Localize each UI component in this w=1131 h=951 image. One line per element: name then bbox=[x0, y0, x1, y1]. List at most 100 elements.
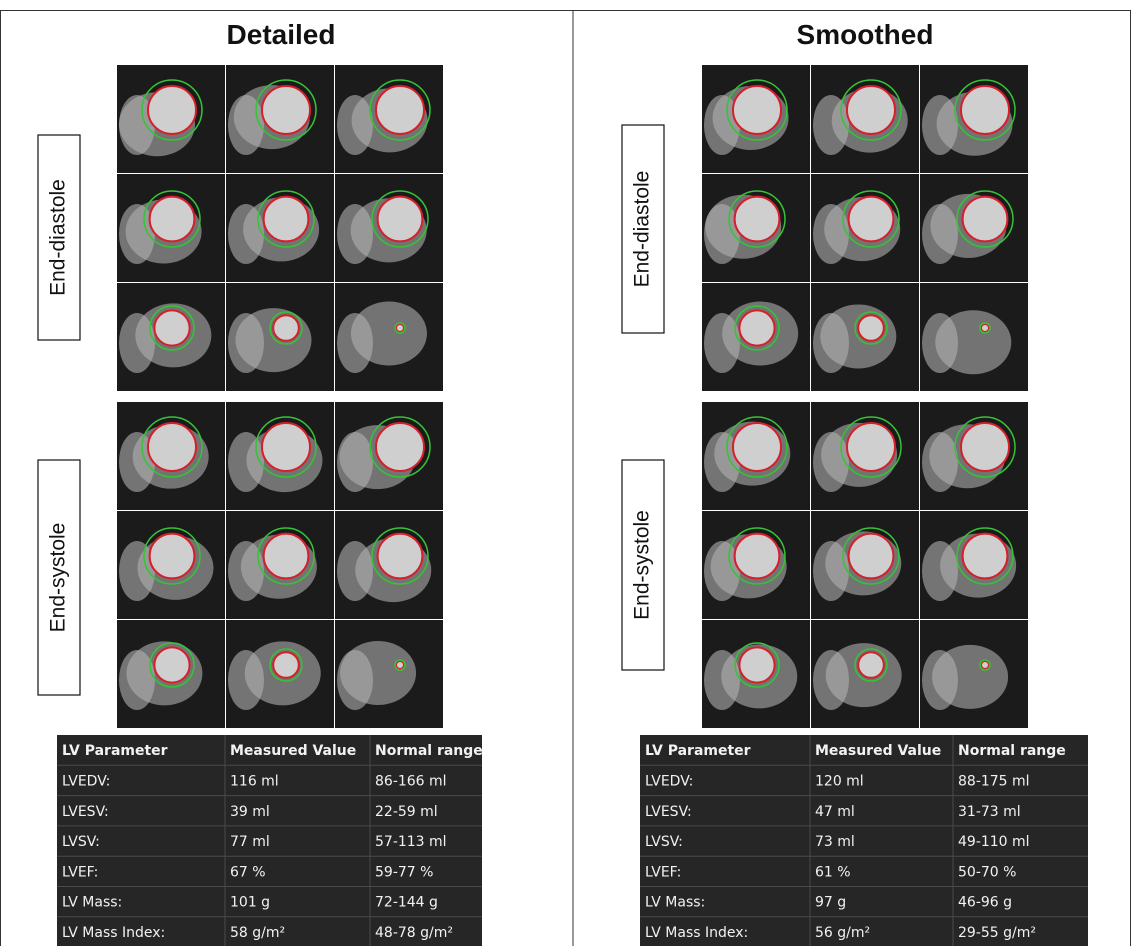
blood-pool bbox=[148, 86, 196, 134]
table-cell: LVEF: bbox=[62, 864, 98, 880]
blood-pool bbox=[733, 423, 781, 471]
epi-contour bbox=[842, 527, 900, 585]
epi-contour bbox=[728, 190, 786, 248]
table-header: Measured Value bbox=[230, 743, 356, 759]
mri-tissue bbox=[813, 650, 849, 710]
endo-contour bbox=[375, 422, 425, 472]
table-cell: 73 ml bbox=[815, 834, 855, 850]
table-header: Measured Value bbox=[815, 743, 941, 759]
endo-contour bbox=[395, 660, 405, 670]
table-cell: LVEDV: bbox=[62, 773, 110, 789]
epi-contour bbox=[726, 416, 788, 478]
epi-contour bbox=[141, 416, 203, 478]
blood-pool bbox=[858, 652, 884, 678]
table-cell: 57-113 ml bbox=[375, 834, 447, 850]
epi-contour bbox=[149, 305, 195, 351]
mri-tissue bbox=[704, 204, 740, 264]
mri-tissue bbox=[337, 541, 373, 601]
endo-contour bbox=[272, 651, 300, 679]
mri-tissue bbox=[922, 541, 958, 601]
mri-tissue bbox=[119, 204, 155, 264]
endo-contour bbox=[262, 532, 310, 580]
endo-contour bbox=[846, 422, 896, 472]
endo-contour bbox=[857, 651, 885, 679]
endo-contour bbox=[847, 195, 895, 243]
endo-contour bbox=[980, 323, 990, 333]
blood-pool bbox=[962, 196, 1008, 242]
blood-pool bbox=[263, 196, 309, 242]
endo-contour bbox=[261, 422, 311, 472]
table-cell: LVEF: bbox=[645, 864, 681, 880]
table-cell: 61 % bbox=[815, 864, 851, 880]
label-box bbox=[621, 124, 665, 334]
blood-pool bbox=[154, 310, 190, 346]
table-cell: LVEDV: bbox=[645, 773, 693, 789]
table-cell: 116 ml bbox=[230, 773, 279, 789]
blood-pool bbox=[739, 647, 775, 683]
endo-contour bbox=[961, 532, 1009, 580]
blood-pool bbox=[148, 423, 196, 471]
epi-contour bbox=[734, 305, 780, 351]
blood-pool bbox=[734, 196, 780, 242]
mri-tissue bbox=[813, 95, 849, 155]
endo-contour bbox=[261, 85, 311, 135]
epi-contour bbox=[979, 659, 991, 671]
epi-contour bbox=[149, 642, 195, 688]
epi-contour bbox=[842, 190, 900, 248]
endo-contour bbox=[148, 532, 196, 580]
blood-pool bbox=[961, 423, 1009, 471]
epi-contour bbox=[840, 79, 902, 141]
epi-contour bbox=[956, 527, 1014, 585]
mri-tissue bbox=[119, 95, 155, 155]
epi-contour bbox=[854, 648, 888, 682]
phase-label: End-diastole bbox=[631, 171, 654, 288]
mri-tissue bbox=[119, 432, 155, 492]
table-cell: 49-110 ml bbox=[958, 834, 1030, 850]
mri-tissue bbox=[228, 541, 264, 601]
blood-pool bbox=[149, 196, 195, 242]
mri-tissue bbox=[337, 95, 373, 155]
endo-contour bbox=[961, 195, 1009, 243]
table-cell: LVSV: bbox=[645, 834, 683, 850]
mri-tissue bbox=[813, 432, 849, 492]
table-cell: 22-59 ml bbox=[375, 804, 438, 820]
label-box bbox=[37, 134, 81, 341]
mri-tissue bbox=[813, 313, 849, 373]
table-cell: 120 ml bbox=[815, 773, 864, 789]
epi-contour bbox=[840, 416, 902, 478]
blood-pool bbox=[262, 423, 310, 471]
table-cell: 86-166 ml bbox=[375, 773, 447, 789]
mri-tissue bbox=[228, 95, 264, 155]
mri-tissue bbox=[704, 95, 740, 155]
panel-title: Smoothed bbox=[797, 19, 934, 50]
epi-contour bbox=[143, 527, 201, 585]
table-header: LV Parameter bbox=[645, 743, 751, 759]
blood-pool bbox=[262, 86, 310, 134]
epi-contour bbox=[371, 190, 429, 248]
table-cell: 97 g bbox=[815, 895, 846, 911]
table-cell: 56 g/m² bbox=[815, 925, 870, 941]
mri-tissue bbox=[922, 650, 958, 710]
endo-contour bbox=[960, 422, 1010, 472]
blood-pool bbox=[847, 423, 895, 471]
endo-contour bbox=[153, 646, 191, 684]
epi-contour bbox=[369, 79, 431, 141]
table-cell: 77 ml bbox=[230, 834, 270, 850]
endo-contour bbox=[148, 195, 196, 243]
blood-pool bbox=[981, 324, 989, 332]
blood-pool bbox=[263, 533, 309, 579]
epi-contour bbox=[257, 527, 315, 585]
mri-tissue bbox=[813, 541, 849, 601]
endo-contour bbox=[733, 532, 781, 580]
blood-pool bbox=[376, 86, 424, 134]
endo-contour bbox=[960, 85, 1010, 135]
blood-pool bbox=[377, 533, 423, 579]
table-cell: LVESV: bbox=[62, 804, 109, 820]
table-cell: 59-77 % bbox=[375, 864, 433, 880]
table-cell: 39 ml bbox=[230, 804, 270, 820]
mri-tissue bbox=[228, 204, 264, 264]
epi-contour bbox=[255, 416, 317, 478]
blood-pool bbox=[858, 315, 884, 341]
blood-pool bbox=[273, 652, 299, 678]
table-cell: LVSV: bbox=[62, 834, 100, 850]
